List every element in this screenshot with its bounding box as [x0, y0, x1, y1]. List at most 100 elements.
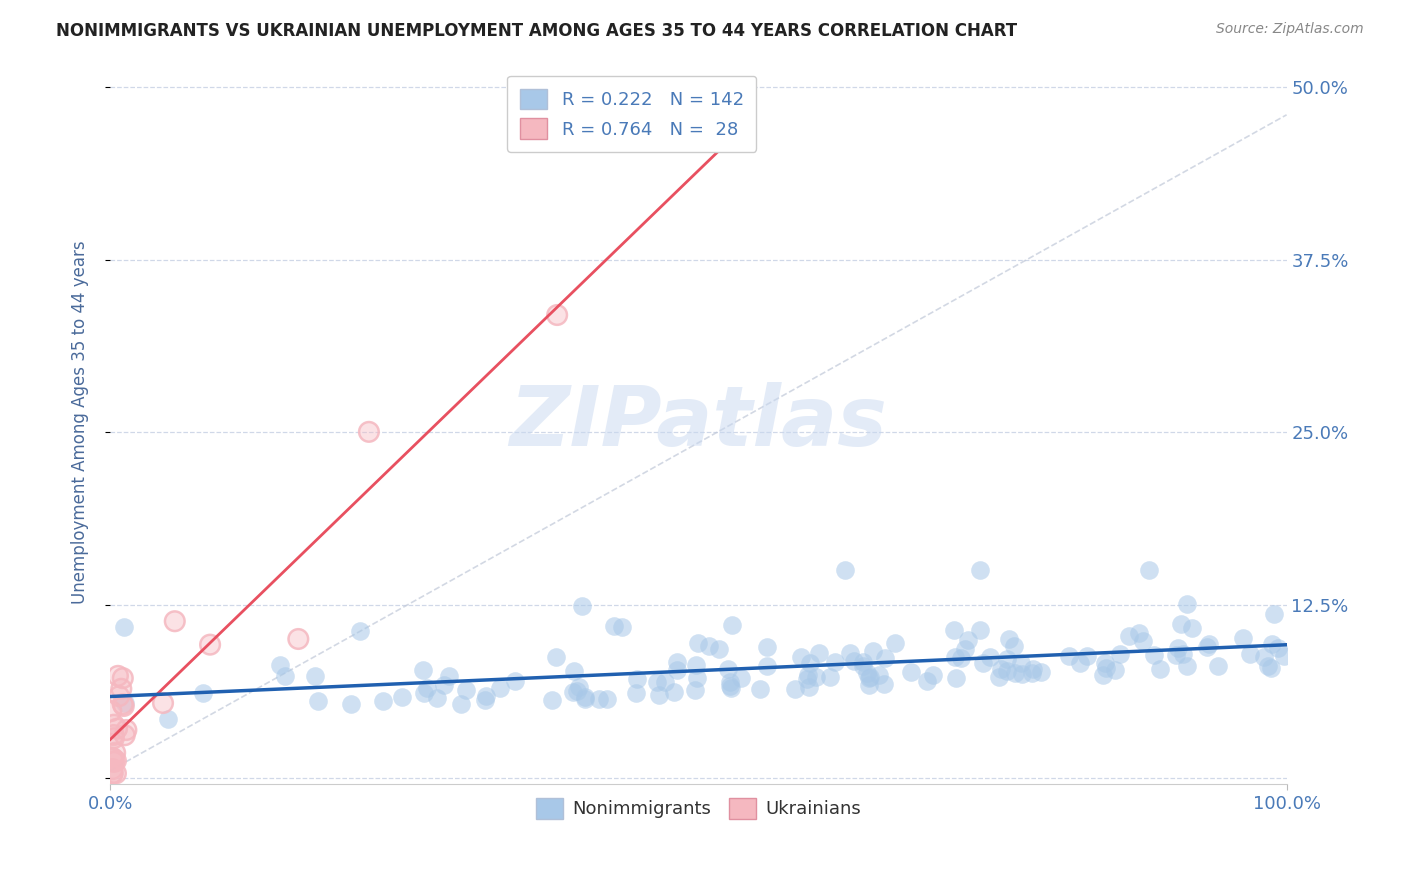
Point	[105, 722, 128, 736]
Point	[1021, 666, 1043, 681]
Point	[1170, 616, 1192, 631]
Point	[720, 681, 742, 696]
Point	[546, 308, 568, 322]
Point	[756, 640, 779, 655]
Point	[1004, 666, 1026, 681]
Point	[412, 663, 434, 677]
Point	[707, 642, 730, 657]
Point	[103, 731, 125, 746]
Point	[1029, 665, 1052, 679]
Point	[413, 686, 436, 700]
Point	[1149, 662, 1171, 676]
Point	[103, 717, 125, 731]
Point	[842, 654, 865, 668]
Point	[915, 674, 938, 689]
Point	[699, 639, 721, 653]
Point	[112, 620, 135, 634]
Point	[883, 635, 905, 649]
Point	[818, 670, 841, 684]
Point	[595, 692, 617, 706]
Point	[1108, 648, 1130, 662]
Point	[304, 669, 326, 683]
Point	[107, 669, 129, 683]
Point	[834, 563, 856, 577]
Point	[900, 665, 922, 679]
Point	[562, 684, 585, 698]
Point	[790, 650, 813, 665]
Point	[1208, 659, 1230, 673]
Point	[1263, 607, 1285, 621]
Point	[474, 689, 496, 703]
Point	[101, 766, 124, 780]
Point	[588, 692, 610, 706]
Point	[274, 669, 297, 683]
Point	[943, 649, 966, 664]
Point	[111, 698, 134, 712]
Point	[1076, 648, 1098, 663]
Point	[100, 704, 122, 718]
Point	[104, 766, 127, 780]
Point	[101, 766, 124, 780]
Point	[103, 752, 125, 766]
Point	[997, 632, 1019, 647]
Point	[799, 657, 821, 671]
Point	[349, 624, 371, 638]
Point	[1197, 640, 1219, 655]
Point	[785, 682, 807, 697]
Point	[626, 672, 648, 686]
Point	[718, 674, 741, 689]
Point	[104, 746, 127, 760]
Point	[105, 722, 128, 736]
Point	[100, 704, 122, 718]
Point	[875, 650, 897, 665]
Point	[454, 682, 477, 697]
Point	[357, 425, 380, 439]
Point	[943, 623, 966, 637]
Point	[749, 682, 772, 697]
Text: NONIMMIGRANTS VS UKRAINIAN UNEMPLOYMENT AMONG AGES 35 TO 44 YEARS CORRELATION CH: NONIMMIGRANTS VS UKRAINIAN UNEMPLOYMENT …	[56, 22, 1018, 40]
Point	[574, 692, 596, 706]
Point	[340, 697, 363, 711]
Legend: Nonimmigrants, Ukrainians: Nonimmigrants, Ukrainians	[529, 791, 868, 826]
Point	[571, 599, 593, 613]
Point	[683, 683, 706, 698]
Point	[666, 655, 689, 669]
Point	[152, 696, 174, 710]
Point	[730, 671, 752, 685]
Point	[1057, 648, 1080, 663]
Point	[163, 614, 186, 628]
Point	[156, 712, 179, 726]
Point	[546, 308, 568, 322]
Point	[686, 636, 709, 650]
Point	[114, 696, 136, 710]
Point	[685, 658, 707, 673]
Point	[104, 754, 127, 768]
Point	[114, 728, 136, 742]
Point	[111, 671, 134, 685]
Point	[1267, 640, 1289, 655]
Point	[101, 762, 124, 776]
Point	[1137, 563, 1160, 577]
Point	[103, 717, 125, 731]
Point	[1232, 631, 1254, 645]
Point	[269, 658, 291, 673]
Point	[111, 698, 134, 712]
Point	[101, 762, 124, 776]
Point	[979, 650, 1001, 665]
Point	[107, 669, 129, 683]
Point	[101, 766, 124, 780]
Point	[872, 677, 894, 691]
Point	[838, 646, 860, 660]
Point	[565, 684, 588, 698]
Point	[969, 563, 991, 577]
Point	[152, 696, 174, 710]
Point	[198, 638, 221, 652]
Point	[108, 689, 131, 703]
Point	[1175, 598, 1198, 612]
Point	[862, 643, 884, 657]
Point	[488, 681, 510, 695]
Point	[426, 690, 449, 705]
Point	[1253, 650, 1275, 665]
Point	[1272, 648, 1295, 663]
Point	[1257, 658, 1279, 673]
